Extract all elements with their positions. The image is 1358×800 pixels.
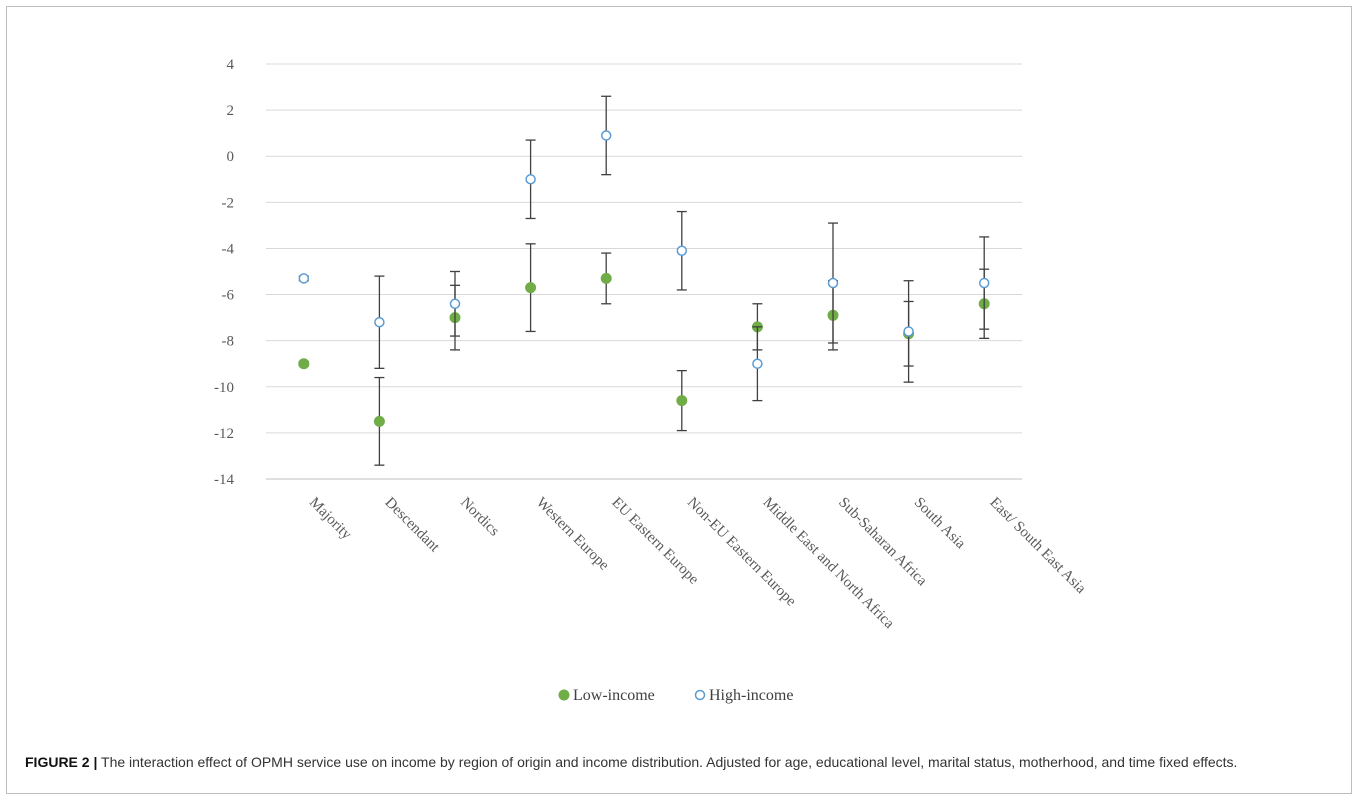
data-point xyxy=(449,298,461,310)
data-point xyxy=(600,130,612,141)
data-point xyxy=(903,326,914,337)
x-tick-label: Middle East and North Africa xyxy=(760,495,898,633)
data-point xyxy=(298,273,310,284)
x-tick-label: East/ South East Asia xyxy=(986,495,1089,598)
y-axis-ticks: -14 -12 -10 -8 -6 -4 -2 0 2 4 xyxy=(214,57,235,488)
x-axis-ticks: Majority Descendant Nordics Western Europe E… xyxy=(306,495,1089,633)
y-tick-label: -6 xyxy=(222,288,235,304)
legend-marker xyxy=(558,689,570,701)
y-tick-label: -12 xyxy=(214,426,234,442)
x-tick-label: Western Europe xyxy=(533,495,612,574)
legend: Low-income High-income xyxy=(558,687,793,704)
y-tick-label: -8 xyxy=(222,334,235,350)
y-tick-label: -10 xyxy=(214,380,234,396)
y-tick-label: -4 xyxy=(222,241,235,257)
y-tick-label: 4 xyxy=(227,57,235,73)
data-point xyxy=(298,358,310,370)
data-point xyxy=(525,174,536,185)
series-low-income xyxy=(298,243,990,466)
gridlines xyxy=(266,63,1022,480)
legend-marker xyxy=(694,689,706,701)
chart: -14 -12 -10 -8 -6 -4 -2 0 2 4 Majority Descendant N… xyxy=(214,57,1089,704)
x-tick-label: Descendant xyxy=(382,495,443,556)
figure-caption: FIGURE 2 | The interaction effect of OPM… xyxy=(25,752,1345,772)
figure-frame: -14 -12 -10 -8 -6 -4 -2 0 2 4 Majority Descendant N… xyxy=(6,6,1352,794)
data-point xyxy=(752,358,763,369)
data-point xyxy=(374,316,385,328)
series-layer xyxy=(298,95,990,466)
series-high-income xyxy=(298,95,990,402)
data-point xyxy=(373,415,385,427)
legend-label: Low-income xyxy=(573,687,655,704)
legend-label: High-income xyxy=(709,687,793,704)
data-point xyxy=(978,277,990,289)
data-point xyxy=(676,245,688,256)
caption-label: FIGURE 2 | xyxy=(25,754,98,770)
caption-text: The interaction effect of OPMH service u… xyxy=(101,754,1238,770)
y-tick-label: -2 xyxy=(222,195,235,211)
x-tick-label: Majority xyxy=(306,495,355,544)
y-tick-label: 0 xyxy=(227,149,235,165)
x-tick-label: South Asia xyxy=(911,495,969,553)
data-point xyxy=(600,272,612,284)
data-point xyxy=(676,395,688,407)
y-tick-label: 2 xyxy=(227,103,235,119)
data-point xyxy=(525,282,537,294)
x-tick-label: Nordics xyxy=(457,495,502,540)
y-tick-label: -14 xyxy=(214,472,234,488)
data-point xyxy=(827,277,839,289)
